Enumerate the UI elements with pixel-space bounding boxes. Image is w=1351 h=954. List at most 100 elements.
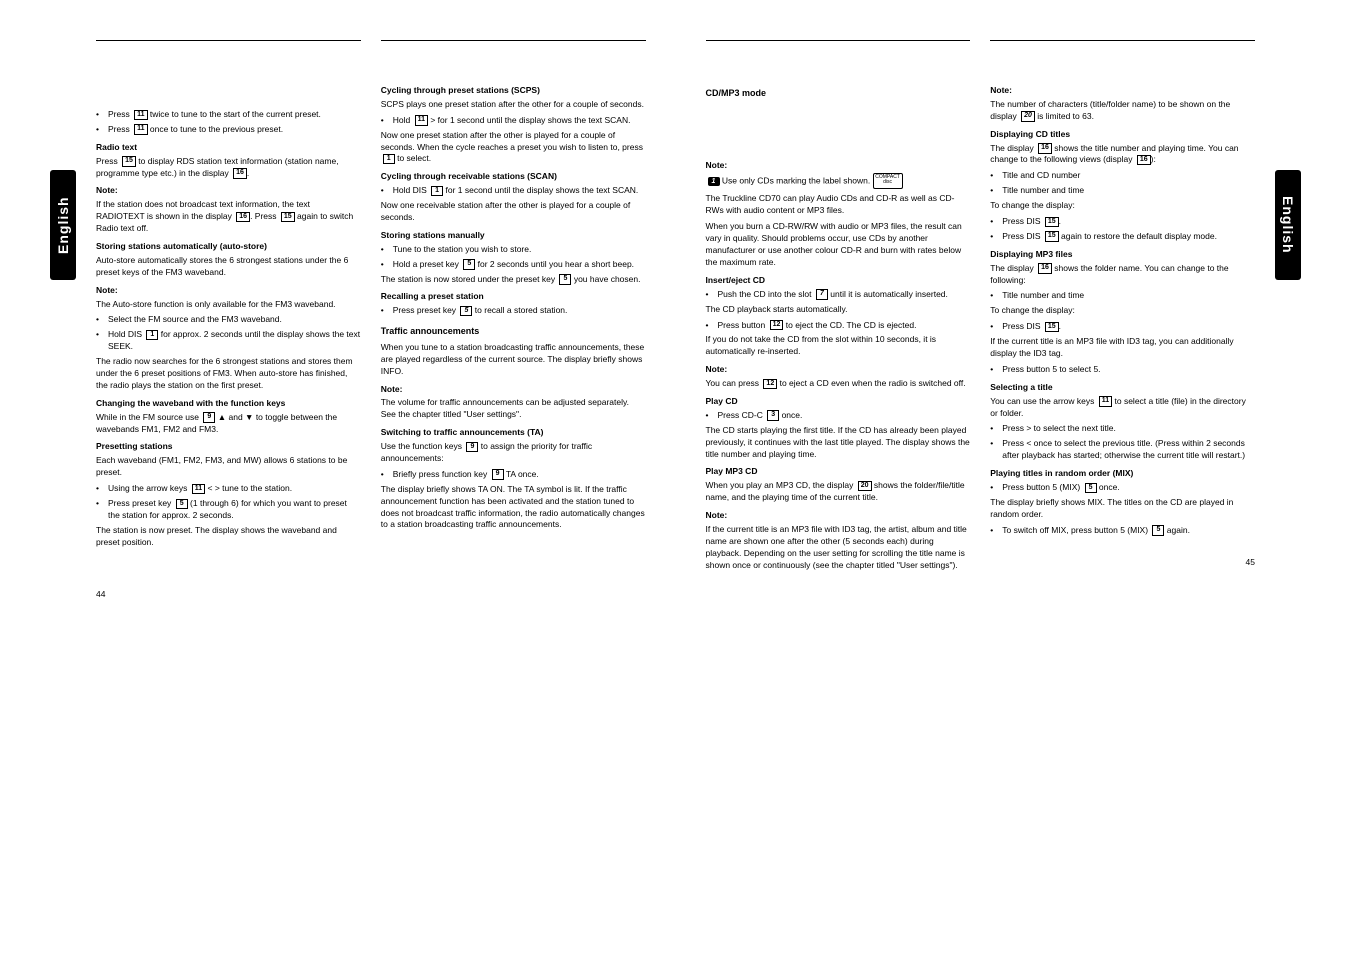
ref-box: 7 [816, 289, 828, 299]
ref-box: 5 [463, 259, 475, 269]
ref-box: 9 [203, 412, 215, 422]
body-text: The display briefly shows TA ON. The TA … [381, 484, 646, 532]
bullet-icon: • [96, 314, 104, 326]
section-heading: Insert/eject CD [706, 275, 971, 287]
list-item: • Press button 5 to select 5. [990, 364, 1255, 376]
bullet-icon: • [381, 244, 389, 256]
ref-box: 5 [176, 499, 188, 509]
bullet-icon: • [990, 482, 998, 494]
list-item: • Hold DIS 1 for 1 second until the disp… [381, 185, 646, 197]
item-text: Press button 12 to eject the CD. The CD … [718, 320, 917, 332]
ref-box: 1 [431, 186, 443, 196]
body-text: The display briefly shows MIX. The title… [990, 497, 1255, 521]
list-item: • Tune to the station you wish to store. [381, 244, 646, 256]
ref-box: 16 [236, 212, 250, 222]
note-heading: Note: [706, 160, 971, 172]
item-text: To switch off MIX, press button 5 (MIX) … [1002, 525, 1190, 537]
body-text: Now one receivable station after the oth… [381, 200, 646, 224]
list-item: • Select the FM source and the FM3 waveb… [96, 314, 361, 326]
ref-box: 16 [1038, 263, 1052, 273]
item-text: Title number and time [1002, 185, 1084, 197]
note-heading: Note: [706, 364, 971, 376]
body-text: Press 15 to display RDS station text inf… [96, 156, 361, 180]
body-text: You can use the arrow keys 11 to select … [990, 396, 1255, 420]
item-text: Press DIS 15. [1002, 216, 1061, 228]
bullet-icon: • [990, 364, 998, 376]
note-heading: Note: [96, 285, 361, 297]
divider [96, 40, 361, 41]
bullet-icon: • [990, 185, 998, 197]
bullet-icon: • [706, 410, 714, 422]
body-text: When you tune to a station broadcasting … [381, 342, 646, 378]
bullet-icon: • [990, 525, 998, 537]
section-heading: Cycling through receivable stations (SCA… [381, 171, 646, 183]
section-heading: Play CD [706, 396, 971, 408]
list-item: • Press preset key 5 (1 through 6) for w… [96, 498, 361, 522]
item-text: Press preset key 5 to recall a stored st… [393, 305, 568, 317]
body-text: Now one preset station after the other i… [381, 130, 646, 166]
body-text: You can press 12 to eject a CD even when… [706, 378, 971, 390]
section-heading: Cycling through preset stations (SCPS) [381, 85, 646, 97]
divider [990, 40, 1255, 41]
ref-box: 5 [1152, 525, 1164, 535]
body-text: To change the display: [990, 305, 1255, 317]
body-text: The display 16 shows the title number an… [990, 143, 1255, 167]
ref-box: 1 [146, 330, 158, 340]
cd-logo-icon: COMPACTdisc [873, 173, 903, 189]
item-text: Hold DIS 1 for 1 second until the displa… [393, 185, 639, 197]
body-text: The Auto-store function is only availabl… [96, 299, 361, 311]
right-col2: Note: The number of characters (title/fo… [990, 40, 1255, 914]
list-item: • Hold 11 > for 1 second until the displ… [381, 115, 646, 127]
ref-box: 15 [122, 156, 136, 166]
list-item: • Press button 12 to eject the CD. The C… [706, 320, 971, 332]
body-text: 1 Use only CDs marking the label shown. … [706, 173, 971, 189]
item-text: Press DIS 15 again to restore the defaul… [1002, 231, 1217, 243]
item-text: Press preset key 5 (1 through 6) for whi… [108, 498, 361, 522]
ref-box: 1 [383, 154, 395, 164]
section-heading: Playing titles in random order (MIX) [990, 468, 1255, 480]
list-item: • Press 11 twice to tune to the start of… [96, 109, 361, 121]
item-text: Press < once to select the previous titl… [1002, 438, 1255, 462]
list-item: • Press DIS 15. [990, 216, 1255, 228]
bullet-icon: • [381, 259, 389, 271]
body-text: SCPS plays one preset station after the … [381, 99, 646, 111]
section-heading: Selecting a title [990, 382, 1255, 394]
section-heading: Storing stations manually [381, 230, 646, 242]
ref-box: 5 [1085, 483, 1097, 493]
item-text: Hold 11 > for 1 second until the display… [393, 115, 631, 127]
divider [381, 40, 646, 41]
note-heading: Note: [706, 510, 971, 522]
bullet-icon: • [706, 320, 714, 332]
note-heading: Note: [381, 384, 646, 396]
list-item: • Press < once to select the previous ti… [990, 438, 1255, 462]
bullet-icon: • [990, 438, 998, 462]
body-text: The Truckline CD70 can play Audio CDs an… [706, 193, 971, 217]
list-item: • Press DIS 15. [990, 321, 1255, 333]
item-text: Title and CD number [1002, 170, 1080, 182]
list-item: • Press preset key 5 to recall a stored … [381, 305, 646, 317]
right-col1: CD/MP3 mode Note: 1 Use only CDs marking… [706, 40, 971, 914]
body-text: While in the FM source use 9 ▲ and ▼ to … [96, 412, 361, 436]
body-text: When you burn a CD-RW/RW with audio or M… [706, 221, 971, 269]
body-text: Each waveband (FM1, FM2, FM3, and MW) al… [96, 455, 361, 479]
language-tab-right: English [1275, 170, 1301, 280]
left-col1: • Press 11 twice to tune to the start of… [96, 40, 361, 914]
bullet-icon: • [96, 498, 104, 522]
item-text: Press CD-C 3 once. [718, 410, 803, 422]
section-heading: Displaying CD titles [990, 129, 1255, 141]
ref-box: 11 [134, 124, 147, 134]
body-text: When you play an MP3 CD, the display 20 … [706, 480, 971, 504]
list-item: • Press DIS 15 again to restore the defa… [990, 231, 1255, 243]
body-text: To change the display: [990, 200, 1255, 212]
body-text: The display 16 shows the folder name. Yo… [990, 263, 1255, 287]
ref-box: 12 [770, 320, 784, 330]
body-text: If the current title is an MP3 file with… [990, 336, 1255, 360]
item-text: Press DIS 15. [1002, 321, 1061, 333]
list-item: • Hold DIS 1 for approx. 2 seconds until… [96, 329, 361, 353]
body-text: The number of characters (title/folder n… [990, 99, 1255, 123]
bullet-icon: • [990, 290, 998, 302]
item-text: Tune to the station you wish to store. [393, 244, 532, 256]
ref-box: 16 [233, 168, 247, 178]
list-item: • Hold a preset key 5 for 2 seconds unti… [381, 259, 646, 271]
item-text: Using the arrow keys 11 < > tune to the … [108, 483, 292, 495]
